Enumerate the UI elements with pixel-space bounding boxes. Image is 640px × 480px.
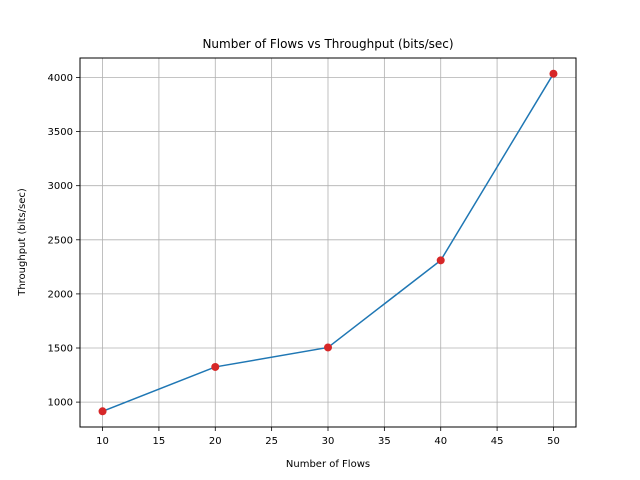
data-point xyxy=(211,362,220,371)
x-tick-label: 15 xyxy=(153,436,166,447)
y-tick-label: 2000 xyxy=(48,289,73,300)
y-tick-label: 2500 xyxy=(48,235,73,246)
y-axis-ticks: 1000 1500 2000 2500 3000 3500 4000 xyxy=(48,73,80,409)
y-tick-label: 3000 xyxy=(48,181,73,192)
x-axis-label: Number of Flows xyxy=(286,459,370,470)
plot-frame xyxy=(79,57,577,428)
data-point xyxy=(98,407,107,416)
y-tick-label: 4000 xyxy=(48,73,73,84)
data-point xyxy=(549,69,558,78)
x-axis-ticks: 10 15 20 25 30 35 40 45 50 xyxy=(96,427,560,447)
y-axis-label: Throughput (bits/sec) xyxy=(17,188,28,297)
grid xyxy=(80,58,576,427)
chart-title: Number of Flows vs Throughput (bits/sec) xyxy=(202,37,453,51)
y-tick-label: 1000 xyxy=(48,398,73,409)
x-tick-label: 30 xyxy=(322,436,335,447)
x-tick-label: 50 xyxy=(547,436,560,447)
y-tick-label: 1500 xyxy=(48,344,73,355)
x-tick-label: 35 xyxy=(378,436,391,447)
x-tick-label: 10 xyxy=(96,436,109,447)
series-group xyxy=(98,69,558,416)
x-tick-label: 40 xyxy=(434,436,447,447)
data-point xyxy=(324,343,332,352)
x-tick-label: 25 xyxy=(265,436,278,447)
data-point xyxy=(436,256,445,265)
x-tick-label: 20 xyxy=(209,436,222,447)
x-tick-label: 45 xyxy=(491,436,504,447)
y-tick-label: 3500 xyxy=(48,127,73,138)
